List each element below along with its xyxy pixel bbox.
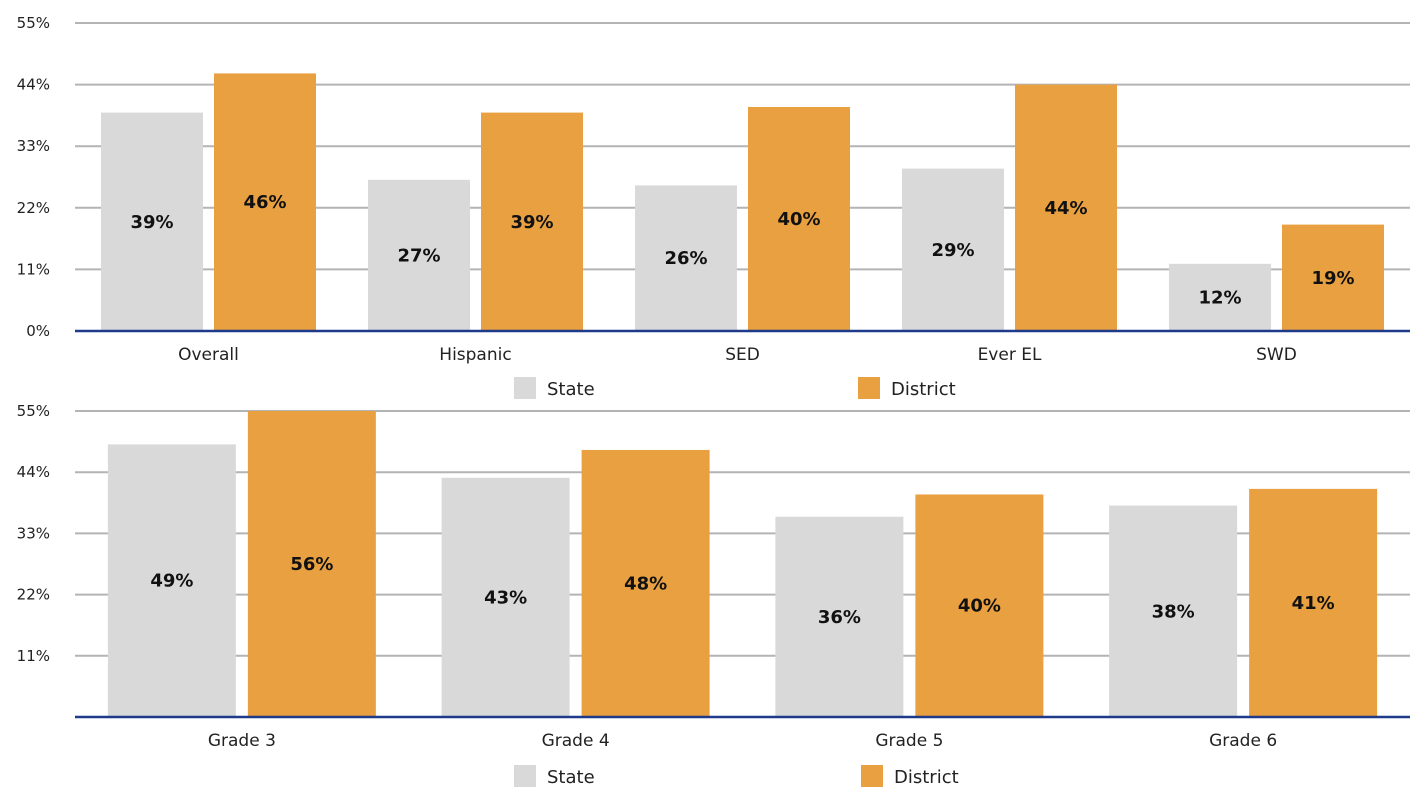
y-tick-label: 11% (17, 647, 50, 665)
legend-label-district: District (891, 379, 956, 400)
bar-district (247, 411, 376, 717)
bar-state (107, 444, 236, 717)
data-label: 36% (818, 607, 861, 628)
bar-district (1249, 488, 1378, 717)
y-tick-label: 22% (17, 199, 50, 217)
x-category-label: Hispanic (439, 345, 511, 365)
x-category-label: Grade 4 (542, 731, 610, 751)
y-tick-label: 33% (17, 524, 50, 542)
y-tick-label: 0% (26, 322, 50, 340)
x-category-label: Overall (178, 345, 239, 365)
data-label: 26% (664, 248, 707, 269)
y-tick-label: 22% (17, 586, 50, 604)
data-label: 48% (624, 573, 667, 594)
bar-district (915, 494, 1044, 717)
bar-state (441, 477, 570, 717)
data-label: 44% (1044, 198, 1087, 219)
bar-state (775, 516, 904, 717)
x-category-label: Grade 5 (875, 731, 943, 751)
legend-label-state: State (547, 767, 595, 788)
x-category-label: SED (725, 345, 760, 365)
y-tick-label: 11% (17, 260, 50, 278)
chart-2: 11% 22% 33% 44% 55% 49% 56% Grade 3 43% 48% Grade … (17, 402, 1410, 788)
x-category-label: Grade 6 (1209, 731, 1277, 751)
legend-label-state: State (547, 379, 595, 400)
chart-1: 0% 11% 22% 33% 44% 55% 39% 46% Overall 27% 39% Hisp… (17, 14, 1410, 400)
bar-state (368, 179, 470, 331)
bar-state (101, 112, 203, 331)
data-label: 39% (510, 212, 553, 233)
bar-district (214, 73, 316, 332)
bar-district (581, 449, 710, 717)
data-label: 41% (1292, 593, 1335, 614)
y-tick-label: 33% (17, 137, 50, 155)
data-label: 49% (150, 571, 193, 592)
legend-swatch-state (514, 377, 536, 399)
legend-swatch-district (861, 765, 883, 787)
data-label: 39% (130, 212, 173, 233)
y-tick-label: 55% (17, 14, 50, 32)
bar-state (1109, 505, 1238, 717)
data-label: 38% (1152, 601, 1195, 622)
x-category-label: Grade 3 (208, 731, 276, 751)
x-category-label: SWD (1256, 345, 1297, 365)
data-label: 29% (931, 240, 974, 261)
data-label: 46% (243, 192, 286, 213)
data-label: 40% (777, 209, 820, 230)
legend-label-district: District (894, 767, 959, 788)
legend-swatch-state (514, 765, 536, 787)
bar-district (1282, 224, 1384, 331)
legend-swatch-district (858, 377, 880, 399)
data-label: 27% (397, 245, 440, 266)
bar-district (481, 112, 583, 331)
data-label: 12% (1198, 287, 1241, 308)
bar-district (1015, 84, 1117, 331)
y-tick-label: 44% (17, 76, 50, 94)
y-tick-label: 55% (17, 402, 50, 420)
bar-state (635, 185, 737, 331)
bar-state (902, 168, 1004, 331)
data-label: 43% (484, 587, 527, 608)
x-category-label: Ever EL (978, 345, 1042, 365)
bar-district (748, 107, 850, 331)
y-tick-label: 44% (17, 463, 50, 481)
data-label: 19% (1311, 268, 1354, 289)
data-label: 40% (958, 596, 1001, 617)
data-label: 56% (290, 554, 333, 575)
bar-state (1169, 263, 1271, 331)
